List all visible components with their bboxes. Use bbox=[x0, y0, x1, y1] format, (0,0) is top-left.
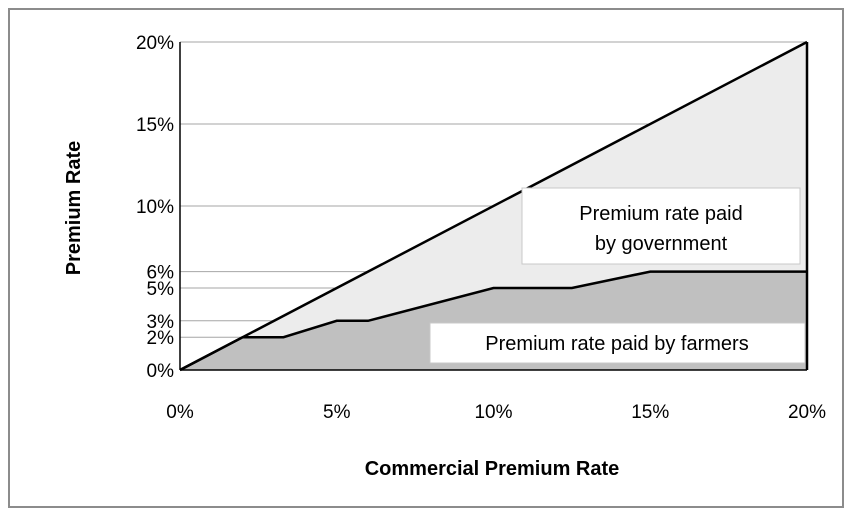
farmers-annotation: Premium rate paid by farmers bbox=[429, 322, 806, 364]
tick-labels: 0%2%3%5%6%10%15%20%0% 5% 10% 15% 20% bbox=[136, 33, 826, 423]
y-tick-label: 0% bbox=[147, 361, 175, 382]
chart-frame: 0% 2% 3% 5% 6% 10% 15% 20% 0% 5% 10% 15% 20% Premium… bbox=[8, 8, 844, 508]
x-tick-label: 20% bbox=[788, 402, 826, 423]
farmers-rate-line bbox=[179, 270, 807, 372]
farmers-annotation-box bbox=[429, 322, 806, 364]
x-tick-label: 10% bbox=[474, 402, 512, 423]
farmers-annotation-text: Premium rate paid by farmers bbox=[485, 333, 748, 355]
x-tick-label: 15% bbox=[631, 402, 669, 423]
y-tick-label: 20% bbox=[136, 33, 174, 54]
government-annotation-line1: Premium rate paid bbox=[579, 203, 742, 225]
x-tick-label: 0% bbox=[166, 402, 194, 423]
government-annotation-box bbox=[521, 187, 801, 265]
government-annotation: Premium rate paid by government bbox=[521, 187, 801, 265]
y-tick-label: 6% bbox=[147, 263, 175, 284]
x-tick-label: 5% bbox=[323, 402, 351, 423]
y-axis-title: Premium Rate bbox=[63, 141, 85, 276]
y-tick-label: 10% bbox=[136, 197, 174, 218]
y-tick-label: 3% bbox=[147, 312, 175, 333]
y-tick-label: 5% bbox=[147, 279, 175, 300]
commercial-rate-line bbox=[179, 40, 808, 372]
y-tick-label: 2% bbox=[147, 328, 175, 349]
y-tick-label: 15% bbox=[136, 115, 174, 136]
x-axis-title: Commercial Premium Rate bbox=[365, 458, 620, 480]
chart: 0%2%3%5%6%10%15%20%0% 5% 10% 15% 20% Premium… bbox=[63, 33, 826, 480]
government-annotation-line2: by government bbox=[595, 233, 728, 255]
